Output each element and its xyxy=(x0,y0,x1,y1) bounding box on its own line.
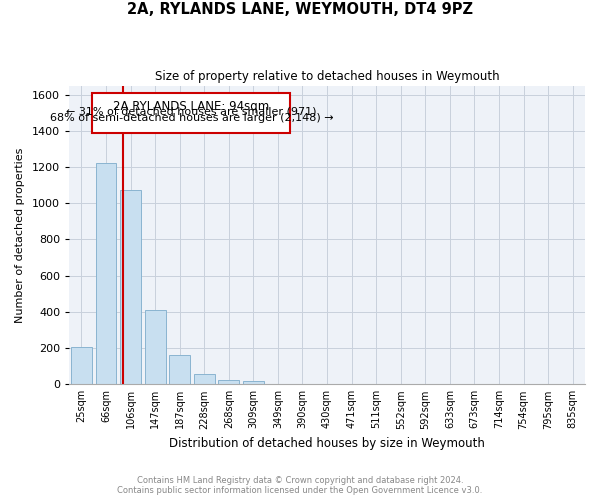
Bar xyxy=(243,380,264,384)
Bar xyxy=(95,162,116,384)
Text: ← 31% of detached houses are smaller (971): ← 31% of detached houses are smaller (97… xyxy=(66,106,317,117)
Bar xyxy=(71,347,92,385)
Title: Size of property relative to detached houses in Weymouth: Size of property relative to detached ho… xyxy=(155,70,499,83)
Bar xyxy=(218,380,239,384)
Text: 2A, RYLANDS LANE, WEYMOUTH, DT4 9PZ: 2A, RYLANDS LANE, WEYMOUTH, DT4 9PZ xyxy=(127,2,473,18)
Bar xyxy=(145,310,166,384)
Text: Contains HM Land Registry data © Crown copyright and database right 2024.
Contai: Contains HM Land Registry data © Crown c… xyxy=(118,476,482,495)
Bar xyxy=(194,374,215,384)
Bar xyxy=(120,190,141,384)
Bar xyxy=(169,356,190,384)
Text: 68% of semi-detached houses are larger (2,148) →: 68% of semi-detached houses are larger (… xyxy=(50,112,333,122)
Text: 2A RYLANDS LANE: 94sqm: 2A RYLANDS LANE: 94sqm xyxy=(113,100,269,112)
Y-axis label: Number of detached properties: Number of detached properties xyxy=(15,147,25,322)
X-axis label: Distribution of detached houses by size in Weymouth: Distribution of detached houses by size … xyxy=(169,437,485,450)
FancyBboxPatch shape xyxy=(92,93,290,132)
